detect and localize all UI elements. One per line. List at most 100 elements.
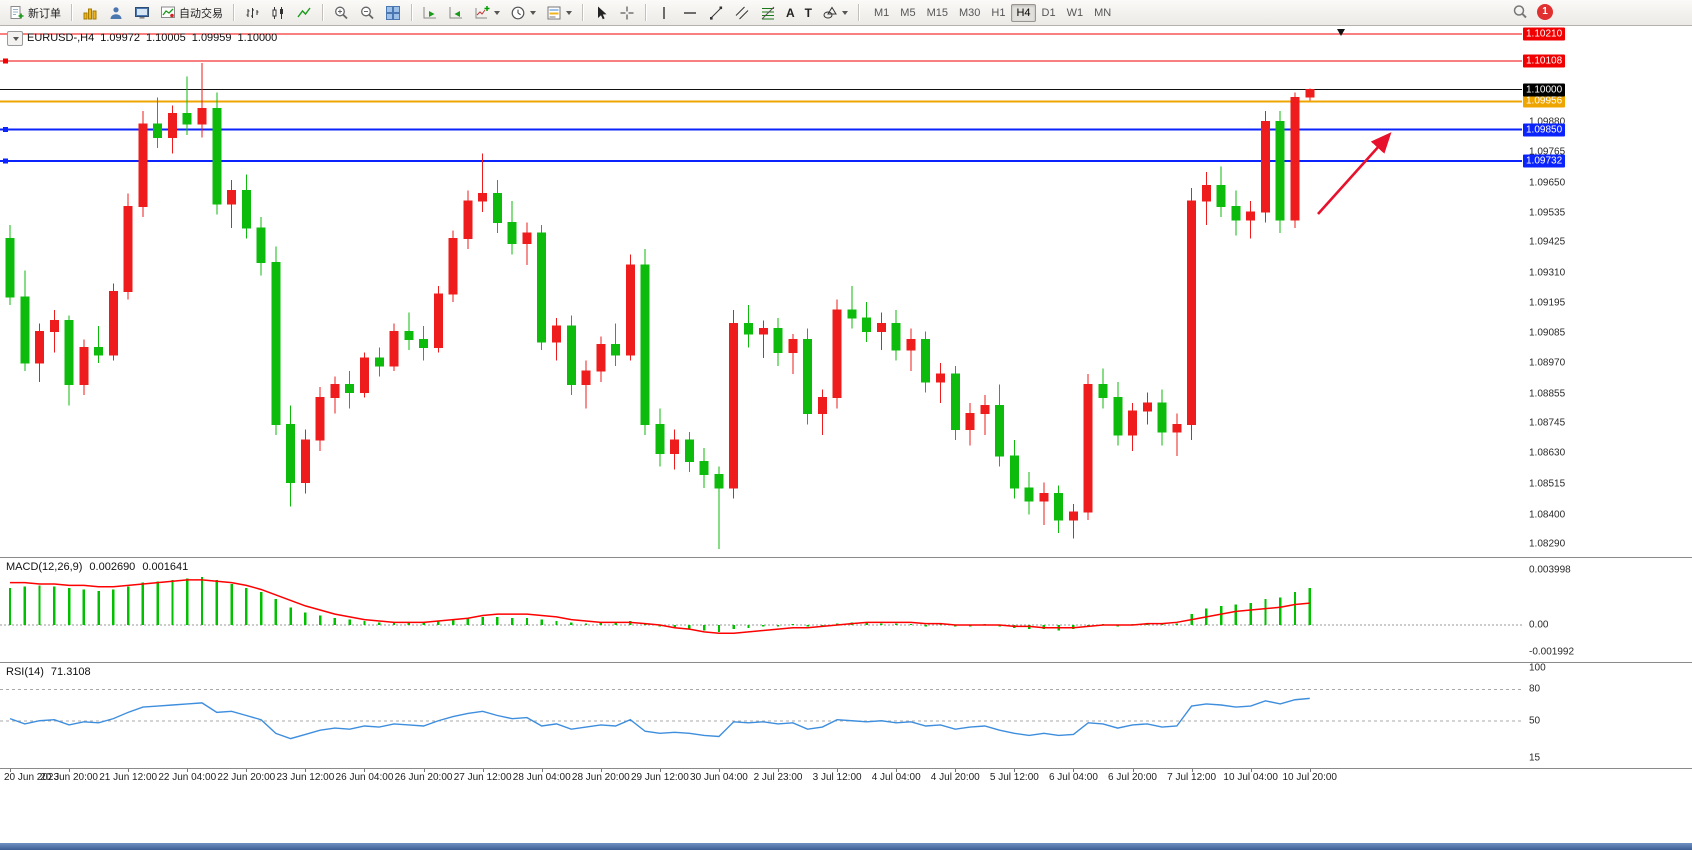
timeframe-m15[interactable]: M15 xyxy=(922,4,953,22)
price-axis[interactable]: 1.09880 1.09765 1.09650 1.09535 1.09425 1.093… xyxy=(1523,26,1691,557)
time-tick-mark xyxy=(955,769,957,772)
rsi-plot-area[interactable] xyxy=(0,663,1522,768)
time-tick-label: 22 Jun 04:00 xyxy=(158,772,217,783)
timeframe-m5[interactable]: M5 xyxy=(895,4,920,22)
vertical-line-tool-button[interactable] xyxy=(652,2,676,23)
toolbar-separator xyxy=(582,4,583,21)
time-tick-mark xyxy=(423,769,425,772)
macd-axis[interactable]: 0.003998 0.00 -0.001992 xyxy=(1523,558,1691,662)
timeframe-mn[interactable]: MN xyxy=(1089,4,1116,22)
price-tick: 1.09310 xyxy=(1529,267,1566,279)
indicators-icon xyxy=(475,5,490,18)
search-icon[interactable] xyxy=(1512,4,1528,20)
timeframe-m1[interactable]: M1 xyxy=(869,4,894,22)
text-label-tool-button[interactable]: T xyxy=(801,2,816,23)
toolbar-separator xyxy=(411,4,412,21)
channel-tool-button[interactable] xyxy=(730,2,754,23)
price-tick: 1.08630 xyxy=(1529,447,1566,459)
window-bottom-edge xyxy=(0,843,1692,850)
macd-plot-area[interactable] xyxy=(0,558,1522,662)
time-tick-mark xyxy=(1250,769,1252,772)
macd-signal-line xyxy=(10,579,1310,635)
hline-1.10108[interactable] xyxy=(0,58,1522,64)
trendline-tool-button[interactable] xyxy=(704,2,728,23)
horizontal-line-tool-button[interactable] xyxy=(678,2,702,23)
bar-chart-button[interactable] xyxy=(240,2,264,23)
fibonacci-tool-button[interactable] xyxy=(756,2,780,23)
price-tick: 1.09425 xyxy=(1529,236,1566,248)
time-tick-mark xyxy=(187,769,189,772)
shapes-tool-button[interactable] xyxy=(818,2,852,23)
text-tool-button[interactable]: A xyxy=(782,2,799,23)
timeframe-h1[interactable]: H1 xyxy=(986,4,1010,22)
line-price-badge: 1.10108 xyxy=(1523,54,1566,68)
line-price-badge: 1.09956 xyxy=(1523,94,1566,108)
fibonacci-icon xyxy=(761,6,775,19)
time-tick-mark xyxy=(718,769,720,772)
auto-trading-button[interactable]: 自动交易 xyxy=(156,2,227,23)
shapes-icon xyxy=(823,6,837,18)
market-watch-button[interactable] xyxy=(78,2,102,23)
periods-button[interactable] xyxy=(506,2,540,23)
one-click-trading-toggle[interactable] xyxy=(7,31,23,46)
time-tick-label: 5 Jul 12:00 xyxy=(989,772,1039,783)
timeframe-m30[interactable]: M30 xyxy=(954,4,985,22)
zoom-in-icon xyxy=(335,6,348,19)
toolbar-separator xyxy=(233,4,234,21)
trendline-icon xyxy=(710,6,723,20)
triangle-marker[interactable] xyxy=(1337,29,1345,36)
timeframe-w1[interactable]: W1 xyxy=(1062,4,1089,22)
macd-tick: 0.003998 xyxy=(1529,564,1571,576)
zoom-in-button[interactable] xyxy=(329,2,353,23)
price-tick: 1.08400 xyxy=(1529,509,1566,521)
time-tick-label: 6 Jul 20:00 xyxy=(1108,772,1157,783)
time-tick-mark xyxy=(778,769,780,772)
arrow-object[interactable] xyxy=(1317,132,1392,215)
bar-chart-icon xyxy=(246,7,259,18)
toolbar-separator xyxy=(322,4,323,21)
zoom-out-button[interactable] xyxy=(355,2,379,23)
time-tick-mark xyxy=(659,769,661,772)
rsi-axis[interactable]: 100 80 50 15 xyxy=(1523,663,1691,768)
chart-shift-button[interactable] xyxy=(444,2,468,23)
timeframe-d1[interactable]: D1 xyxy=(1037,4,1061,22)
navigator-button[interactable] xyxy=(104,2,128,23)
line-chart-button[interactable] xyxy=(292,2,316,23)
time-tick-label: 23 Jun 12:00 xyxy=(276,772,335,783)
time-tick-label: 4 Jul 20:00 xyxy=(930,772,980,783)
time-tick-label: 10 Jul 20:00 xyxy=(1282,772,1338,783)
templates-button[interactable] xyxy=(542,2,576,23)
time-tick-mark xyxy=(128,769,130,772)
chart-plot-area[interactable] xyxy=(0,26,1522,557)
periods-icon xyxy=(511,6,525,19)
time-tick-label: 10 Jul 04:00 xyxy=(1223,772,1278,783)
time-tick-label: 28 Jun 04:00 xyxy=(512,772,571,783)
notification-badge[interactable]: 1 xyxy=(1537,4,1553,20)
rsi-title: RSI(14) 71.3108 xyxy=(6,666,91,678)
dropdown-caret xyxy=(566,10,572,15)
cursor-icon xyxy=(598,6,607,19)
crosshair-button[interactable] xyxy=(615,2,639,23)
time-axis[interactable]: 20 Jun 2023 20 Jun 20:00 21 Jun 12:00 22 Ju… xyxy=(0,769,1692,785)
timeframe-h4[interactable]: H4 xyxy=(1011,3,1036,22)
vertical-line-icon xyxy=(663,6,665,19)
tile-windows-icon xyxy=(386,5,400,20)
new-order-button[interactable]: 新订单 xyxy=(5,2,65,23)
line-price-badge: 1.10210 xyxy=(1523,27,1566,41)
high-value: 1.10005 xyxy=(146,32,186,44)
candlestick-chart-button[interactable] xyxy=(266,2,290,23)
rsi-value: 71.3108 xyxy=(50,666,91,678)
tile-windows-button[interactable] xyxy=(381,2,405,23)
terminal-button[interactable] xyxy=(130,2,154,23)
candles xyxy=(5,63,1315,550)
toolbar-separator xyxy=(645,4,646,21)
indicators-button[interactable] xyxy=(470,2,504,23)
time-tick-mark xyxy=(305,769,307,772)
cursor-button[interactable] xyxy=(589,2,613,23)
rsi-tick: 15 xyxy=(1529,752,1541,763)
macd-panel: 0.003998 0.00 -0.001992 MACD(12,26,9) 0.00… xyxy=(0,558,1692,663)
time-tick-label: 28 Jun 20:00 xyxy=(571,772,630,783)
chevron-down-icon xyxy=(12,36,19,41)
price-tick: 1.08515 xyxy=(1529,478,1566,490)
auto-scroll-button[interactable] xyxy=(418,2,442,23)
